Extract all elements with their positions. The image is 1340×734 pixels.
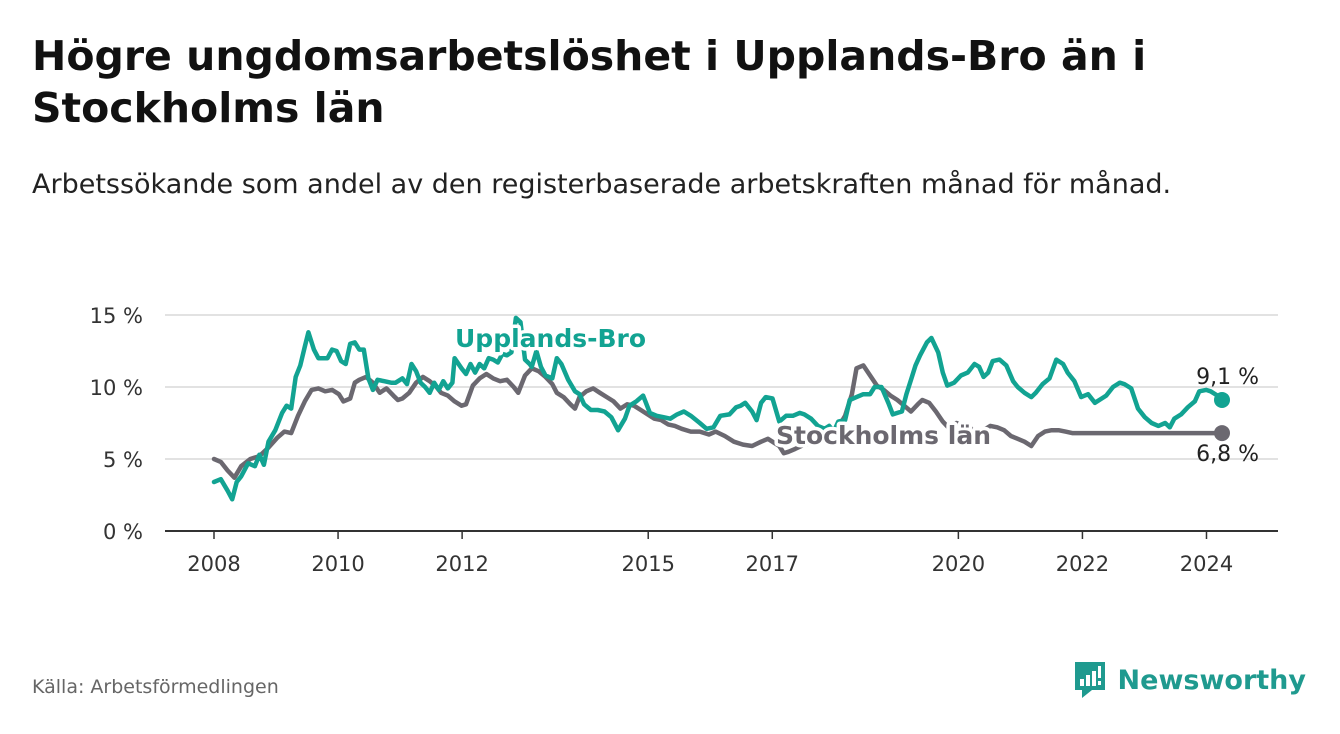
x-tick-label: 2020 (932, 552, 985, 576)
x-tick-label: 2010 (311, 552, 364, 576)
x-tick-label: 2015 (621, 552, 674, 576)
series-group (211, 315, 1230, 502)
end-label-upplands-bro: 9,1 % (1196, 365, 1259, 390)
y-tick-label: 5 % (103, 448, 143, 472)
series-label-upplands-bro: Upplands-Bro (455, 324, 646, 353)
x-tick-label: 2017 (746, 552, 799, 576)
series-label-stockholms-lan: Stockholms län (776, 421, 991, 450)
y-tick-label: 0 % (103, 520, 143, 544)
line-chart: 0 %5 %10 %15 % 2008 2010 2012 2015 2017 2020 2… (90, 304, 1278, 576)
end-point-stockholms-lan (1214, 425, 1230, 442)
source-note: Källa: Arbetsförmedlingen (32, 676, 279, 698)
x-tick-label: 2008 (187, 552, 240, 576)
y-axis: 0 % 5 % 10 % 15 % (90, 304, 143, 544)
chart-title: Högre ungdomsarbetslöshet i Upplands-Bro… (32, 32, 1147, 132)
chart-subtitle: Arbetssökande som andel av den registerb… (32, 169, 1172, 200)
brand-name: Newsworthy (1117, 664, 1306, 696)
series-label-upplands-bro-halo: Upplands-Bro (455, 324, 646, 353)
brand-logo[interactable]: Newsworthy (1072, 660, 1306, 700)
x-tick-label: 2022 (1056, 552, 1109, 576)
gridlines (165, 314, 1278, 460)
series-line-stockholms-lan (211, 363, 1225, 480)
series-line-upplands-bro (211, 315, 1225, 502)
y-tick-label: 10 % (90, 376, 143, 400)
x-tick-label: 2024 (1180, 552, 1233, 576)
end-point-upplands-bro (1214, 391, 1230, 408)
x-axis: 2008 2010 2012 2015 2017 2020 2022 2024 (165, 530, 1278, 576)
y-tick-label: 15 % (90, 304, 143, 328)
series-label-stockholms-lan-halo: Stockholms län (776, 421, 991, 450)
end-label-stockholms-lan: 6,8 % (1196, 442, 1259, 467)
x-tick-label: 2012 (435, 552, 488, 576)
newsworthy-icon (1074, 662, 1105, 698)
